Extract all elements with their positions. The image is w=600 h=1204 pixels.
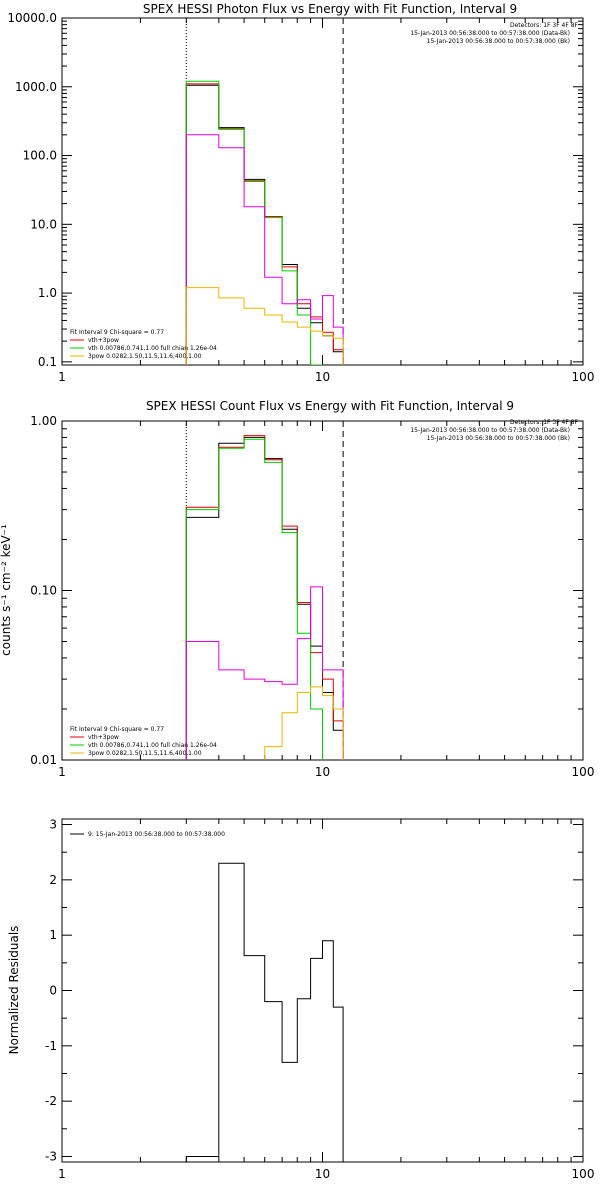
residual-plot-frame <box>61 818 584 1163</box>
residual-x-tick-label: 100 <box>572 1167 595 1181</box>
photon-series-3 <box>185 134 344 365</box>
photon-y-tick-label: 10000.0 <box>7 11 57 25</box>
residual-legend-label: 9: 15-Jan-2013 00:56:38.000 to 00:57:38.… <box>88 831 225 838</box>
count-header-line-2: 15-Jan-2013 00:56:38.000 to 00:57:38.000… <box>410 427 570 434</box>
photon-fit-entry-2: vth 0.00786,0.741,1.00 full chian 1.26e-… <box>88 345 217 352</box>
count-series-4 <box>185 686 344 760</box>
photon-series-2 <box>185 80 344 365</box>
count-fit-entry-2: vth 0.00786,0.741,1.00 full chian 1.26e-… <box>88 742 217 749</box>
residual-y-tick-label: -1 <box>45 1039 57 1053</box>
photon-flux-panel: SPEX HESSI Photon Flux vs Energy with Fi… <box>7 2 594 384</box>
count-flux-title: SPEX HESSI Count Flux vs Energy with Fit… <box>146 399 514 413</box>
count-fit-line: Fit Interval 9 Chi-square = 0.77 <box>70 726 164 733</box>
count-series-3 <box>185 586 344 760</box>
residual-y-tick-label: -2 <box>45 1094 57 1108</box>
count-series-1 <box>185 435 344 760</box>
photon-y-tick-label: 1.0 <box>38 286 57 300</box>
photon-y-tick-label: 1000.0 <box>15 80 57 94</box>
count-y-tick-label: 1.00 <box>30 414 57 428</box>
count-x-tick-label: 100 <box>572 765 595 779</box>
count-y-tick-label: 0.01 <box>30 753 57 767</box>
residual-series-0 <box>185 862 344 1162</box>
photon-fit-entry-1: vth+3pow <box>88 337 119 344</box>
residual-y-axis-label: Normalized Residuals <box>7 926 21 1055</box>
residual-y-tick-label: 3 <box>49 818 57 832</box>
count-x-tick-label: 10 <box>315 765 330 779</box>
residual-y-tick-label: -3 <box>45 1149 57 1163</box>
count-series-0 <box>185 436 344 760</box>
count-y-tick-label: 0.10 <box>30 584 57 598</box>
photon-header-line-1: Detectors: 1F 3F 4F 8F <box>510 22 579 29</box>
photon-x-tick-label: 10 <box>315 370 330 384</box>
photon-x-tick-label: 100 <box>572 370 595 384</box>
photon-series-1 <box>185 83 344 365</box>
photon-y-tick-label: 0.1 <box>38 355 57 369</box>
photon-series-4 <box>185 287 344 365</box>
photon-y-tick-label: 100.0 <box>23 149 57 163</box>
photon-header-line-2: 15-Jan-2013 00:56:38.000 to 00:57:38.000… <box>410 30 570 37</box>
count-fit-entry-3: 3pow 0.0282,1.50,11.5,11.6,400,1.00 <box>88 750 202 757</box>
photon-flux-title: SPEX HESSI Photon Flux vs Energy with Fi… <box>143 2 517 16</box>
photon-header-line-3: 15-Jan-2013 00:56:38.000 to 00:57:38.000… <box>427 38 570 45</box>
count-y-axis-label: counts s⁻¹ cm⁻² keV⁻¹ <box>0 524 13 656</box>
residual-y-tick-label: 0 <box>49 984 57 998</box>
count-header-line-3: 15-Jan-2013 00:56:38.000 to 00:57:38.000… <box>427 435 570 442</box>
residual-y-tick-label: 2 <box>49 873 57 887</box>
count-series-2 <box>185 438 344 760</box>
count-header-line-1: Detectors: 1F 3F 4F 8F <box>510 419 579 426</box>
residual-x-tick-label: 10 <box>315 1167 330 1181</box>
residual-y-tick-label: 1 <box>49 928 57 942</box>
count-flux-panel: SPEX HESSI Count Flux vs Energy with Fit… <box>0 399 594 779</box>
count-x-tick-label: 1 <box>58 765 66 779</box>
photon-y-tick-label: 10.0 <box>30 217 57 231</box>
photon-fit-line: Fit Interval 9 Chi-square = 0.77 <box>70 329 164 336</box>
count-fit-entry-1: vth+3pow <box>88 734 119 741</box>
photon-x-tick-label: 1 <box>58 370 66 384</box>
photon-fit-entry-3: 3pow 0.0282,1.50,11.5,11.6,400,1.00 <box>88 353 202 360</box>
residuals-panel: 9: 15-Jan-2013 00:56:38.000 to 00:57:38.… <box>7 818 594 1181</box>
residual-x-tick-label: 1 <box>58 1167 66 1181</box>
